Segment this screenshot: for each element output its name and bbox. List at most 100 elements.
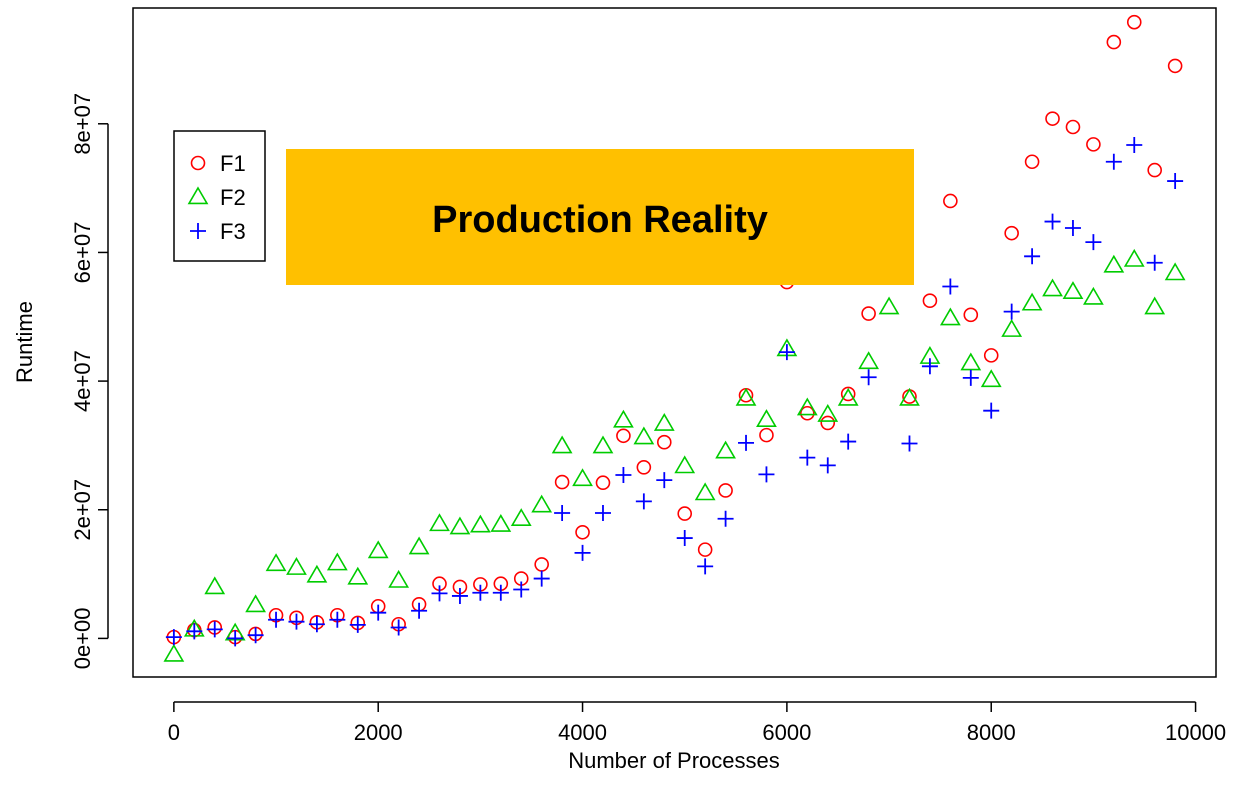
legend-label-F1: F1 [220, 151, 246, 176]
point-F2 [204, 576, 226, 595]
point-F2 [1021, 292, 1043, 311]
y-axis-title: Runtime [12, 301, 37, 383]
point-F3 [594, 504, 611, 521]
legend-marker-F1 [190, 155, 206, 171]
point-F3 [697, 558, 714, 575]
legend-label-F3: F3 [220, 219, 246, 244]
point-F1 [983, 348, 999, 363]
point-F2 [367, 540, 389, 559]
point-F3 [1105, 153, 1122, 170]
point-F1 [636, 459, 652, 475]
point-F1 [1004, 225, 1019, 241]
point-F1 [575, 524, 590, 540]
point-F3 [758, 466, 775, 483]
point-F3 [942, 278, 959, 295]
point-F3 [1064, 219, 1081, 236]
point-F2 [1001, 319, 1023, 337]
point-F3 [247, 627, 264, 644]
point-F1 [1167, 58, 1183, 74]
point-F3 [840, 433, 857, 450]
point-F3 [411, 602, 428, 619]
point-F3 [227, 630, 244, 647]
point-F1 [1045, 111, 1060, 126]
point-F3 [451, 587, 468, 604]
point-F3 [1085, 234, 1102, 251]
point-F3 [513, 581, 530, 598]
point-F3 [533, 570, 550, 587]
point-F3 [717, 510, 734, 527]
point-F2 [510, 508, 532, 527]
point-F3 [349, 616, 366, 633]
point-F1 [759, 427, 774, 443]
legend: F1 F2 F3 [173, 130, 266, 262]
point-F3 [1126, 137, 1143, 154]
point-F1 [534, 557, 549, 572]
point-F1 [943, 193, 958, 209]
point-F3 [206, 621, 223, 638]
y-tick-label: 8e+07 [70, 93, 95, 155]
point-F1 [554, 474, 570, 490]
point-F1 [656, 434, 672, 450]
point-F2 [1164, 262, 1186, 281]
data-points [163, 14, 1186, 662]
point-F2 [878, 296, 900, 315]
point-F2 [1144, 296, 1166, 315]
point-F1 [1086, 137, 1101, 152]
point-F1 [922, 293, 938, 308]
banner-background [286, 149, 914, 285]
point-F3 [390, 619, 407, 636]
point-F2 [633, 426, 655, 445]
point-F2 [1042, 278, 1063, 297]
legend-box [173, 130, 266, 262]
point-F3 [165, 629, 182, 646]
point-F2 [388, 569, 410, 588]
point-F3 [962, 369, 979, 386]
point-F2 [653, 412, 675, 431]
x-tick-label: 10000 [1165, 720, 1226, 745]
point-F2 [674, 455, 696, 474]
x-tick-label: 4000 [558, 720, 607, 745]
point-F3 [778, 344, 795, 361]
legend-marker-F2 [187, 186, 209, 205]
point-F1 [861, 306, 876, 321]
point-F3 [615, 467, 632, 484]
point-F3 [370, 604, 387, 621]
point-F2 [960, 352, 982, 371]
point-F3 [492, 584, 509, 601]
series-F1 [166, 14, 1183, 645]
point-F1 [963, 307, 979, 323]
point-F3 [554, 504, 571, 521]
point-F3 [819, 457, 836, 474]
point-F2 [306, 564, 328, 583]
point-F3 [1146, 254, 1163, 271]
y-tick-label: 4e+07 [70, 350, 95, 412]
point-F2 [490, 513, 512, 532]
point-F3 [1024, 248, 1041, 265]
point-F2 [796, 397, 818, 416]
point-F3 [738, 434, 755, 451]
point-F1 [1024, 154, 1040, 170]
legend-entries: F1 F2 F3 [187, 151, 246, 244]
point-F3 [288, 613, 305, 630]
point-F1 [616, 428, 631, 444]
point-F2 [572, 468, 593, 487]
point-F3 [329, 611, 346, 628]
point-F1 [1106, 34, 1122, 50]
legend-label-F2: F2 [220, 185, 246, 210]
point-F2 [1083, 286, 1104, 305]
production-reality-banner: Production Reality [286, 149, 914, 285]
point-F2 [858, 351, 880, 370]
x-axis-title: Number of Processes [568, 748, 780, 773]
point-F2 [551, 435, 573, 454]
point-F2 [286, 557, 307, 575]
point-F1 [1147, 162, 1162, 178]
point-F2 [163, 643, 185, 662]
point-F2 [980, 369, 1002, 388]
point-F2 [756, 409, 777, 427]
point-F3 [574, 544, 591, 561]
point-F1 [595, 475, 611, 491]
y-axis: 0e+00 2e+07 4e+07 6e+07 8e+07 [70, 93, 109, 669]
point-F2 [408, 536, 430, 555]
point-F3 [921, 358, 938, 375]
